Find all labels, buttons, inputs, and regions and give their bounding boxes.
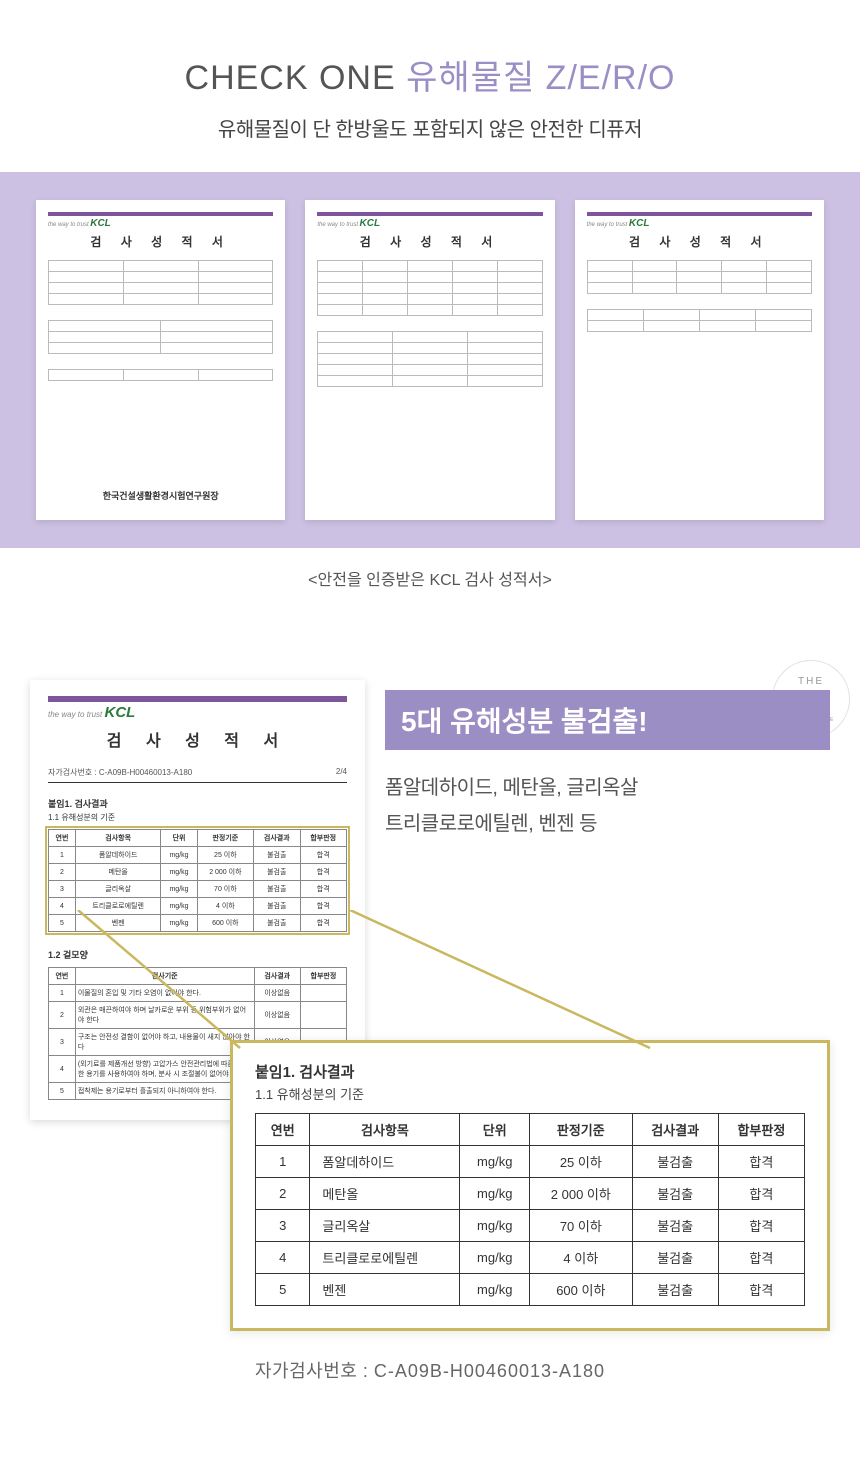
table-row: 5벤젠mg/kg600 이하불검출합격 xyxy=(256,1274,805,1306)
cert-body-1 xyxy=(48,260,273,381)
zoom-area: 붙임1. 검사결과 1.1 유해성분의 기준 연번검사항목단위판정기준검사결과합… xyxy=(30,1040,830,1331)
table-row: 2메탄올mg/kg2 000 이하불검출합격 xyxy=(256,1178,805,1210)
certificate-caption: <안전을 인증받은 KCL 검사 성적서> xyxy=(0,548,860,650)
zoom-results-table: 연번검사항목단위판정기준검사결과합부판정1폼알데하이드mg/kg25 이하불검출… xyxy=(255,1113,805,1306)
table-row: 3글리옥살mg/kg70 이하불검출합격 xyxy=(256,1210,805,1242)
banner: 5대 유해성분 불검출! xyxy=(385,690,830,750)
header: CHECK ONE 유해물질 Z/E/R/O 유해물질이 단 한방울도 포함되지… xyxy=(0,0,860,172)
certificate-page-1: the way to trust KCL 검 사 성 적 서 한국건설생활환경시… xyxy=(36,200,285,520)
certificate-page-3: the way to trust KCL 검 사 성 적 서 xyxy=(575,200,824,520)
doc-number: 자가검사번호 : C-A09B-H00460013-A180 2/4 xyxy=(48,767,347,783)
certificate-band: the way to trust KCL 검 사 성 적 서 한국건설생활환경시… xyxy=(0,172,860,548)
table-row: 1폼알데하이드mg/kg25 이하불검출합격 xyxy=(256,1146,805,1178)
self-test-number: 자가검사번호 : C-A09B-H00460013-A180 xyxy=(0,1331,860,1453)
page-title: CHECK ONE 유해물질 Z/E/R/O xyxy=(20,50,840,99)
title-left: CHECK ONE xyxy=(185,59,396,97)
certificate-page-2: the way to trust KCL 검 사 성 적 서 xyxy=(305,200,554,520)
zoom-col-header: 합부판정 xyxy=(718,1114,804,1146)
substance-list: 폼알데하이드, 메탄올, 글리옥살 트리클로로에틸렌, 벤젠 등 xyxy=(385,770,830,842)
table-row: 4트리클로로에틸렌mg/kg4 이하불검출합격 xyxy=(256,1242,805,1274)
cert-org: 한국건설생활환경시험연구원장 xyxy=(36,489,285,502)
subtitle: 유해물질이 단 한방울도 포함되지 않은 안전한 디퓨저 xyxy=(20,113,840,142)
detail-right: 5대 유해성분 불검출! 폼알데하이드, 메탄올, 글리옥살 트리클로로에틸렌,… xyxy=(385,680,830,842)
title-right: 유해물질 Z/E/R/O xyxy=(406,59,675,97)
detail-wrapper: THE HERB SHOP AROMA & LIFE the way to tr… xyxy=(0,650,860,1453)
